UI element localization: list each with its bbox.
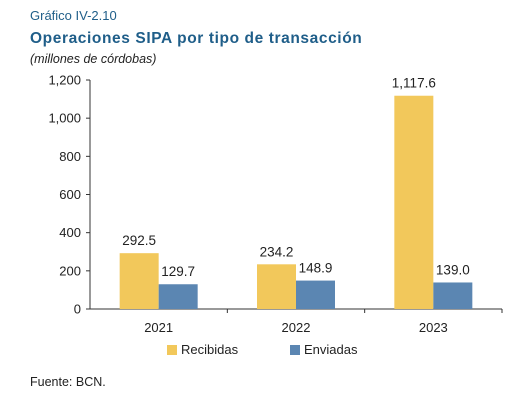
- bar-enviadas-2022: [296, 280, 335, 309]
- data-label-enviadas-2022: 148.9: [299, 261, 333, 276]
- bar-enviadas-2023: [433, 282, 473, 309]
- y-tick-label: 200: [59, 263, 81, 278]
- legend-swatch-recibidas: [167, 345, 177, 355]
- x-tick-label: 2022: [282, 320, 311, 335]
- bar-recibidas-2021: [119, 253, 159, 309]
- y-tick-label: 0: [74, 302, 81, 317]
- y-tick-label: 800: [59, 149, 81, 164]
- bar-recibidas-2022: [257, 264, 296, 309]
- y-tick-label: 400: [59, 225, 81, 240]
- y-tick-label: 600: [59, 187, 81, 202]
- legend-label-enviadas: Enviadas: [304, 342, 358, 357]
- data-label-recibidas-2023: 1,117.6: [392, 76, 436, 91]
- data-label-enviadas-2023: 139.0: [436, 262, 470, 277]
- x-tick-label: 2021: [144, 320, 173, 335]
- figure-number: Gráfico IV-2.10: [30, 8, 117, 23]
- chart-subtitle: (millones de córdobas): [30, 52, 157, 66]
- bar-enviadas-2021: [158, 284, 198, 309]
- x-tick-label: 2023: [419, 320, 448, 335]
- y-tick-label: 1,000: [48, 111, 81, 126]
- legend-swatch-enviadas: [290, 345, 300, 355]
- data-label-enviadas-2021: 129.7: [161, 264, 195, 279]
- source-note: Fuente: BCN.: [30, 375, 106, 389]
- bar-recibidas-2023: [394, 95, 434, 309]
- legend-label-recibidas: Recibidas: [181, 342, 239, 357]
- data-label-recibidas-2022: 234.2: [260, 244, 294, 259]
- y-tick-label: 1,200: [48, 73, 81, 88]
- data-label-recibidas-2021: 292.5: [122, 233, 156, 248]
- chart-title: Operaciones SIPA por tipo de transacción: [30, 30, 363, 47]
